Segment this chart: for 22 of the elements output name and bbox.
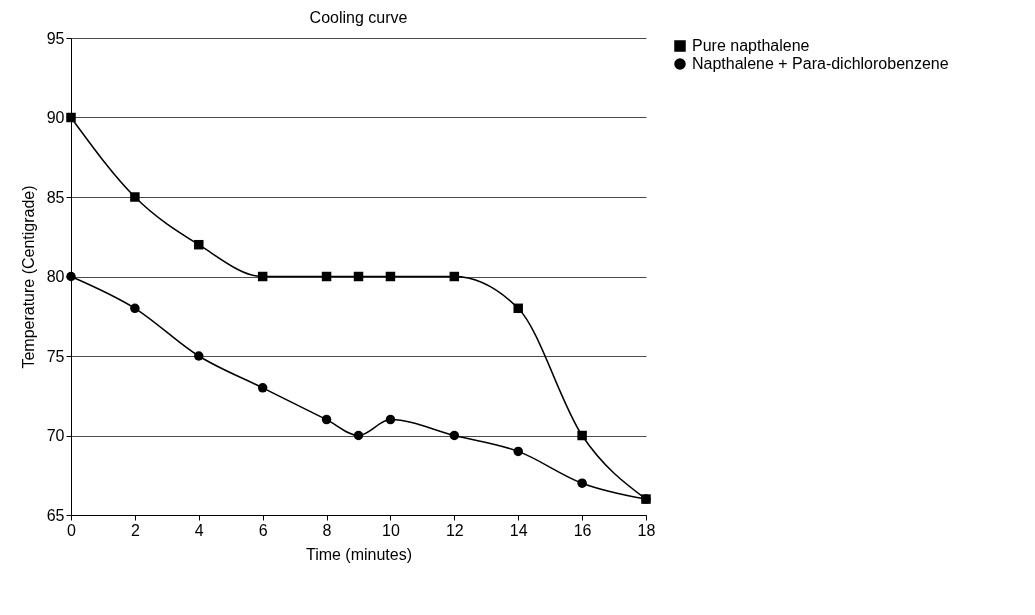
x-axis-title: Time (minutes) xyxy=(305,545,413,563)
y-tick-label: 80 xyxy=(46,268,65,285)
legend-label: Pure napthalene xyxy=(692,37,810,54)
x-tick-label: 18 xyxy=(637,521,656,539)
x-tick-label: 4 xyxy=(194,521,204,539)
x-tick-label: 0 xyxy=(67,521,77,539)
y-axis-title: Temperature (Centigrade) xyxy=(19,185,37,369)
x-tick-label: 16 xyxy=(573,521,592,539)
y-tick-label: 70 xyxy=(46,427,65,444)
y-tick-label: 85 xyxy=(46,188,65,206)
y-tick-label: 75 xyxy=(46,347,65,365)
chart-title: Cooling curve xyxy=(309,9,408,26)
x-tick-label: 6 xyxy=(258,521,268,539)
x-tick-label: 8 xyxy=(322,521,332,539)
x-tick-label: 12 xyxy=(445,521,464,539)
y-tick-label: 90 xyxy=(46,109,65,126)
legend-label: Napthalene + Para-dichlorobenzene xyxy=(692,55,949,72)
x-tick-label: 10 xyxy=(382,521,400,539)
x-tick-label: 14 xyxy=(509,521,528,539)
y-tick-label: 65 xyxy=(46,506,65,524)
y-tick-label: 95 xyxy=(46,29,65,47)
x-tick-label: 2 xyxy=(130,521,140,539)
